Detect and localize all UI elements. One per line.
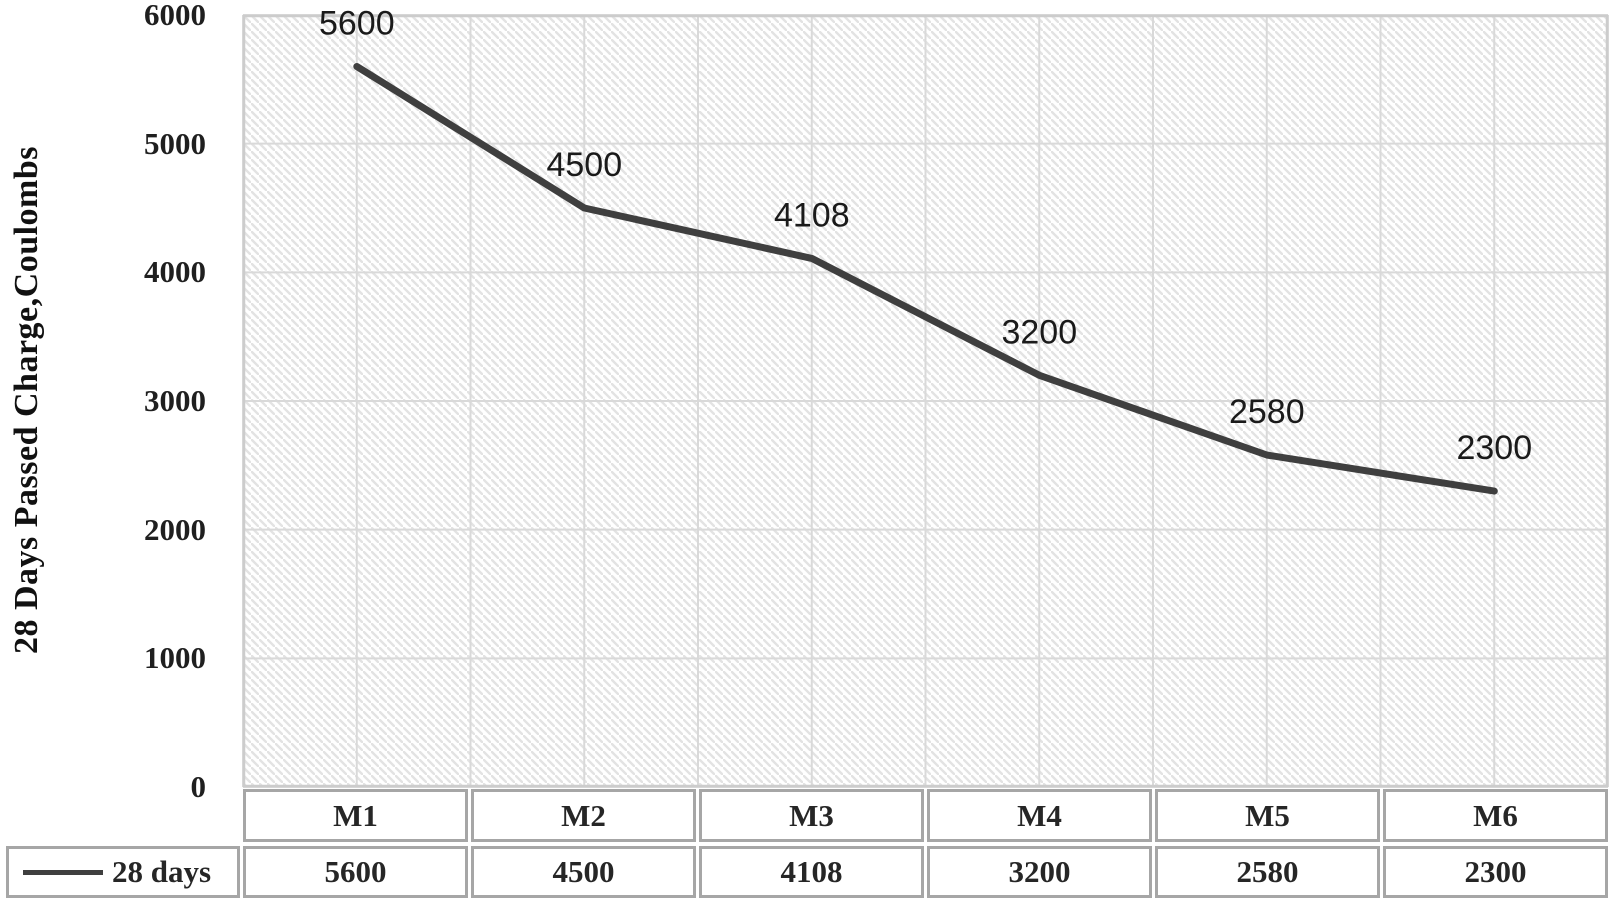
- y-tick-label: 6000: [144, 0, 206, 32]
- value-cell: 3200: [927, 846, 1152, 898]
- category-cell: M5: [1155, 789, 1380, 842]
- category-cell: M3: [699, 789, 924, 842]
- value-cell: 4500: [471, 846, 696, 898]
- y-tick-label: 5000: [144, 125, 206, 161]
- legend-cell: 28 days: [6, 846, 240, 898]
- data-label: 4500: [546, 146, 622, 184]
- y-tick-label: 2000: [144, 511, 206, 547]
- legend-label: 28 days: [112, 854, 212, 889]
- value-cell: 4108: [699, 846, 924, 898]
- value-cell: 2580: [1155, 846, 1380, 898]
- data-label: 3200: [1001, 313, 1077, 351]
- category-axis-row: M1 M2 M3 M4 M5 M6: [243, 789, 1608, 842]
- plot-area: 5600 4500 4108 3200 2580 2300: [242, 5, 1609, 788]
- category-cell: M2: [471, 789, 696, 842]
- data-label: 5600: [319, 5, 395, 43]
- y-tick-label: 3000: [144, 383, 206, 418]
- data-label: 2580: [1229, 393, 1305, 431]
- legend-line-swatch-icon: [23, 869, 103, 875]
- y-tick-label: 1000: [144, 640, 206, 676]
- category-cell: M6: [1383, 789, 1608, 842]
- y-tick-label: 4000: [144, 254, 206, 290]
- value-cell: 5600: [243, 846, 468, 898]
- data-table-row: 28 days 5600 4500 4108 3200 2580 2300: [6, 846, 1608, 898]
- category-cell: M4: [927, 789, 1152, 842]
- y-tick-label: 0: [190, 769, 207, 804]
- value-cell: 2300: [1383, 846, 1608, 898]
- series-line-28-days: [353, 63, 1498, 495]
- plot-border: [242, 14, 1609, 788]
- data-label: 2300: [1456, 429, 1532, 467]
- data-label: 4108: [774, 196, 850, 234]
- category-cell: M1: [243, 789, 468, 842]
